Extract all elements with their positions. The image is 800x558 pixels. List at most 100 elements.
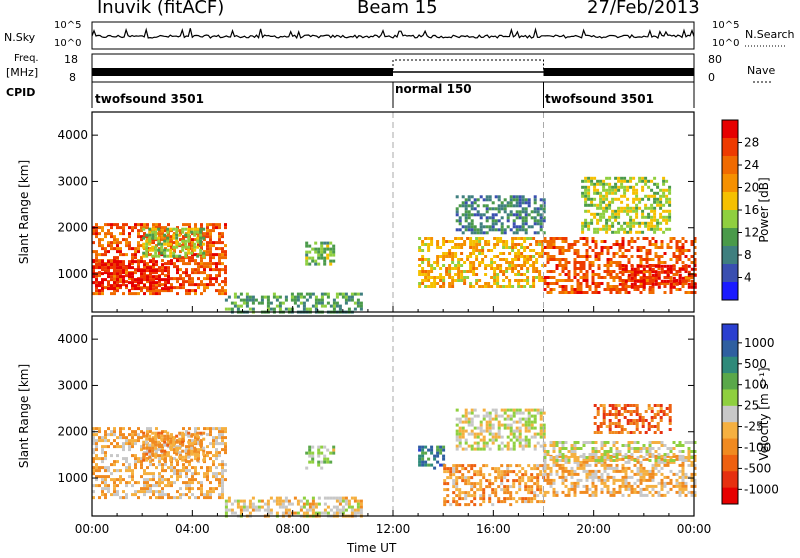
- velocity-cell: [149, 427, 152, 430]
- power-cell: [209, 277, 212, 280]
- power-cell: [502, 270, 505, 273]
- power-cell: [538, 276, 541, 279]
- power-colorbar-segment-7: [722, 246, 738, 265]
- velocity-cell: [592, 441, 595, 444]
- velocity-cell: [661, 455, 664, 458]
- power-cell: [430, 240, 433, 243]
- velocity-cell: [682, 488, 685, 491]
- power-cell: [499, 258, 502, 261]
- velocity-cell: [498, 433, 501, 436]
- power-cell: [547, 282, 550, 285]
- power-cell: [655, 265, 658, 268]
- beam-title: Beam 15: [357, 0, 438, 18]
- power-cell: [547, 285, 550, 288]
- velocity-cell: [116, 445, 119, 448]
- power-cell: [116, 272, 119, 275]
- velocity-cell: [439, 449, 442, 452]
- velocity-cell: [513, 448, 516, 451]
- power-cell: [510, 228, 513, 231]
- power-cell: [110, 223, 113, 226]
- power-cell: [662, 216, 665, 219]
- velocity-cell: [586, 488, 589, 491]
- velocity-cell: [595, 470, 598, 473]
- velocity-cell: [188, 427, 191, 430]
- velocity-cell: [309, 509, 312, 512]
- velocity-cell: [215, 439, 218, 442]
- velocity-cell: [540, 430, 543, 433]
- power-cell: [317, 257, 320, 260]
- power-cell: [206, 244, 209, 247]
- velocity-cell: [637, 461, 640, 464]
- power-cell: [504, 204, 507, 207]
- velocity-cell: [212, 436, 215, 439]
- velocity-cell: [492, 436, 495, 439]
- velocity-cell: [158, 478, 161, 481]
- power-cell: [203, 262, 206, 265]
- velocity-cell: [494, 476, 497, 479]
- velocity-cell: [470, 464, 473, 467]
- power-cell: [188, 292, 191, 295]
- power-cell: [638, 225, 641, 228]
- velocity-cell: [691, 479, 694, 482]
- power-cell: [246, 302, 249, 305]
- power-cell: [679, 288, 682, 291]
- power-cell: [559, 264, 562, 267]
- velocity-cell: [643, 488, 646, 491]
- power-cell: [519, 228, 522, 231]
- power-cell: [279, 308, 282, 311]
- velocity-cell: [661, 441, 664, 444]
- velocity-cell: [492, 409, 495, 412]
- velocity-cell: [464, 476, 467, 479]
- velocity-cell: [609, 428, 612, 431]
- velocity-cell: [553, 494, 556, 497]
- velocity-cell: [191, 475, 194, 478]
- velocity-cell: [212, 445, 215, 448]
- power-cell: [634, 271, 637, 274]
- power-cell: [658, 274, 661, 277]
- power-cell: [321, 302, 324, 305]
- power-cell: [599, 228, 602, 231]
- velocity-cell: [468, 445, 471, 448]
- velocity-cell: [458, 494, 461, 497]
- power-cell: [493, 267, 496, 270]
- velocity-cell: [160, 435, 163, 438]
- velocity-cell: [218, 430, 221, 433]
- velocity-cell: [506, 485, 509, 488]
- velocity-cell: [624, 428, 627, 431]
- velocity-cell: [452, 470, 455, 473]
- velocity-cell: [181, 450, 184, 453]
- velocity-cell: [482, 464, 485, 467]
- power-cell: [540, 225, 543, 228]
- velocity-cell: [476, 470, 479, 473]
- power-cell: [668, 228, 671, 231]
- power-cell: [613, 252, 616, 255]
- velocity-cell: [616, 491, 619, 494]
- power-cell: [676, 283, 679, 286]
- power-cell: [592, 291, 595, 294]
- power-cell: [652, 264, 655, 267]
- power-cell: [116, 244, 119, 247]
- velocity-cell: [518, 485, 521, 488]
- velocity-cell: [188, 496, 191, 499]
- velocity-cell: [503, 500, 506, 503]
- power-cell: [653, 201, 656, 204]
- power-cell: [580, 264, 583, 267]
- velocity-cell: [528, 415, 531, 418]
- power-cell: [592, 249, 595, 252]
- power-cell: [161, 263, 164, 266]
- power-cell: [224, 244, 227, 247]
- velocity-cell: [651, 416, 654, 419]
- velocity-cell: [442, 449, 445, 452]
- power-cell: [463, 282, 466, 285]
- power-cell: [329, 260, 332, 263]
- power-cell: [104, 266, 107, 269]
- power-cell: [454, 252, 457, 255]
- velocity-cell: [113, 460, 116, 463]
- power-cell: [188, 223, 191, 226]
- velocity-cell: [146, 478, 149, 481]
- power-cell: [498, 204, 501, 207]
- power-cell: [626, 207, 629, 210]
- power-cell: [495, 228, 498, 231]
- power-cell: [590, 204, 593, 207]
- velocity-cell: [473, 473, 476, 476]
